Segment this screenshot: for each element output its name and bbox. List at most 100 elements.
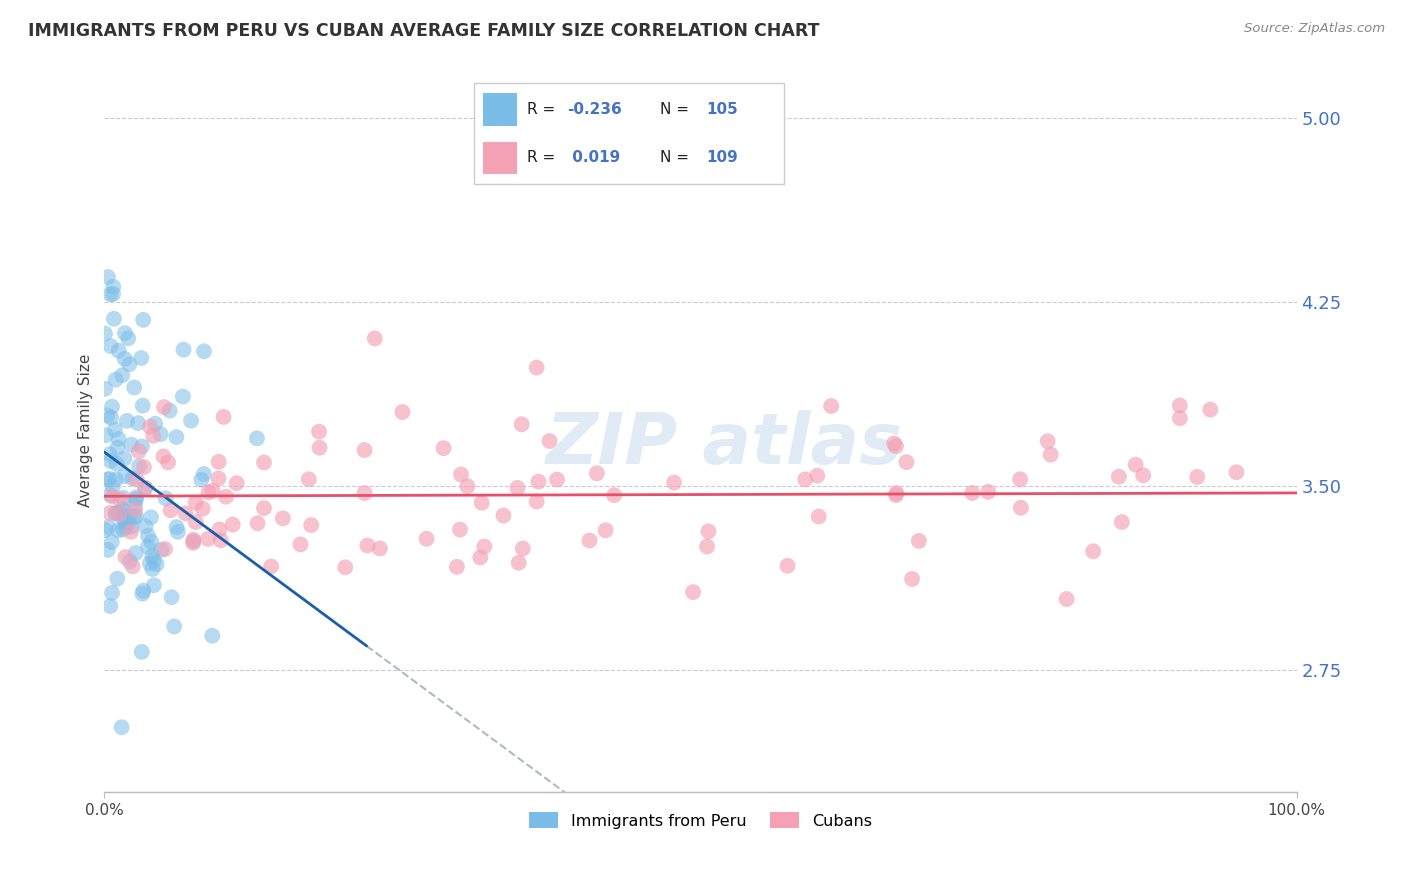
Point [1187, 470, 1209, 484]
Point [180, 414, 202, 428]
Point [364, 331, 387, 345]
Point [356, 539, 378, 553]
Point [97, 270, 120, 285]
Point [103, 280, 125, 294]
Point [107, 524, 129, 538]
Point [207, 471, 229, 485]
Point [120, 519, 142, 533]
Point [121, 471, 143, 485]
Point [114, 504, 136, 518]
Point [122, 380, 145, 394]
Point [125, 473, 148, 487]
Point [132, 460, 155, 475]
Point [1168, 411, 1191, 425]
Point [114, 520, 136, 534]
Point [246, 516, 269, 531]
Point [166, 520, 188, 534]
Point [100, 535, 122, 549]
Point [134, 482, 156, 496]
Point [201, 483, 224, 498]
Point [124, 498, 146, 512]
Point [104, 423, 127, 437]
Point [298, 472, 321, 486]
Text: IMMIGRANTS FROM PERU VS CUBAN AVERAGE FAMILY SIZE CORRELATION CHART: IMMIGRANTS FROM PERU VS CUBAN AVERAGE FA… [28, 22, 820, 40]
Point [1125, 458, 1147, 472]
Point [163, 619, 186, 633]
Point [697, 524, 720, 539]
Point [446, 559, 468, 574]
Point [159, 403, 181, 417]
Point [96, 409, 118, 423]
Point [794, 472, 817, 486]
Point [470, 550, 492, 565]
Point [290, 537, 312, 551]
Point [1225, 465, 1247, 479]
Point [197, 532, 219, 546]
Point [139, 419, 162, 434]
Point [120, 524, 142, 539]
Point [586, 467, 609, 481]
Point [886, 486, 908, 500]
Point [118, 357, 141, 371]
Point [105, 457, 128, 471]
Point [105, 507, 128, 521]
Point [98, 599, 121, 613]
Point [353, 486, 375, 500]
Point [167, 524, 190, 539]
Point [449, 523, 471, 537]
Point [776, 558, 799, 573]
Point [884, 439, 907, 453]
Point [896, 455, 918, 469]
Point [107, 343, 129, 358]
Point [131, 440, 153, 454]
Point [112, 491, 135, 505]
Point [108, 508, 131, 522]
Point [215, 490, 238, 504]
Y-axis label: Average Family Size: Average Family Size [79, 354, 93, 507]
Point [118, 555, 141, 569]
Point [101, 480, 124, 494]
Point [807, 509, 830, 524]
Point [546, 473, 568, 487]
Point [471, 496, 494, 510]
Point [114, 469, 136, 483]
Point [308, 441, 330, 455]
Point [98, 287, 121, 301]
Point [125, 546, 148, 560]
Point [335, 560, 357, 574]
Point [142, 429, 165, 443]
Point [456, 479, 478, 493]
Point [153, 541, 176, 556]
Point [115, 517, 138, 532]
Point [1108, 469, 1130, 483]
Point [121, 559, 143, 574]
Point [105, 441, 128, 455]
Point [696, 540, 718, 554]
Point [193, 344, 215, 359]
Point [191, 501, 214, 516]
Point [127, 416, 149, 430]
Point [159, 503, 181, 517]
Point [131, 645, 153, 659]
Point [94, 523, 117, 537]
Point [104, 373, 127, 387]
Point [101, 586, 124, 600]
Point [155, 491, 177, 506]
Point [962, 486, 984, 500]
Point [181, 536, 204, 550]
Point [97, 520, 120, 534]
Point [94, 326, 117, 341]
Point [114, 326, 136, 341]
Point [104, 473, 127, 487]
Point [197, 485, 219, 500]
Point [101, 287, 124, 301]
Point [111, 502, 134, 516]
Point [103, 311, 125, 326]
Point [1010, 472, 1032, 486]
Point [97, 473, 120, 487]
Point [432, 441, 454, 455]
Point [112, 522, 135, 536]
Point [209, 533, 232, 548]
Point [153, 400, 176, 414]
Point [1199, 402, 1222, 417]
